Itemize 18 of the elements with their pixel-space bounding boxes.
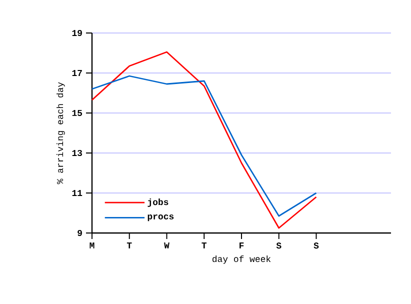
y-tick-label: 19 xyxy=(72,30,82,36)
y-tick-label: 9 xyxy=(78,230,82,236)
x-tick-label: S xyxy=(314,242,319,249)
x-tick-label: F xyxy=(240,242,244,248)
y-tick-label: 17 xyxy=(72,70,82,76)
x-tick-label: W xyxy=(164,242,170,248)
legend-label: procs xyxy=(148,214,174,222)
y-axis-title: % arriving each day xyxy=(56,82,65,184)
x-tick-label: T xyxy=(126,242,132,248)
x-tick-label: S xyxy=(276,242,282,249)
y-tick-label: 11 xyxy=(72,190,82,196)
x-tick-label: T xyxy=(202,242,207,248)
line-series xyxy=(91,51,317,229)
x-axis-title: day of week xyxy=(212,255,271,264)
legend-label: jobs xyxy=(148,198,168,207)
y-tick-label: 15 xyxy=(72,110,82,116)
x-tick-label: M xyxy=(90,242,94,248)
y-tick-label: 13 xyxy=(72,150,82,156)
